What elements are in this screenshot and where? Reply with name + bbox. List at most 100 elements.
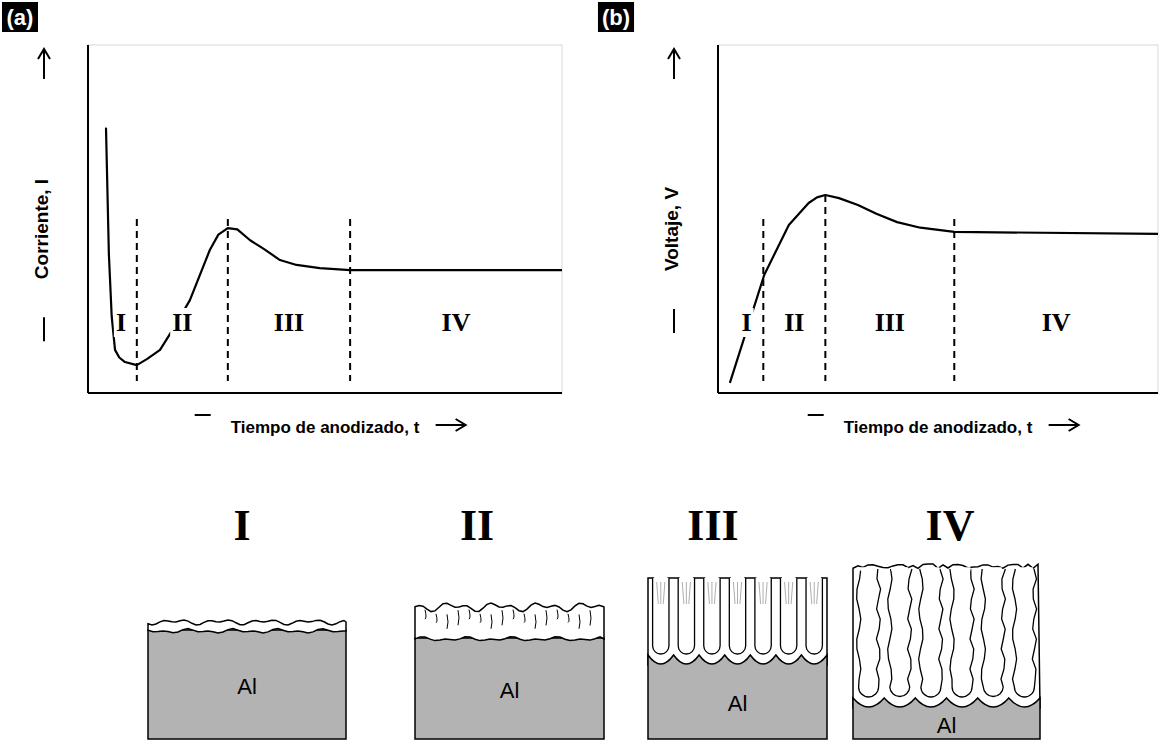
pore-mouth (731, 576, 744, 580)
stage: IV Al (853, 501, 1040, 739)
region-label: II (782, 308, 806, 337)
x-axis-arrow-head (1069, 419, 1079, 431)
y-axis-title: Voltaje, V (661, 187, 682, 271)
pore-pit (502, 610, 503, 625)
region-label-patch (440, 308, 473, 337)
oxide-layer (853, 564, 1040, 708)
y-axis (87, 45, 89, 393)
pore-texture (788, 582, 789, 604)
region-label-text: I (116, 308, 126, 337)
region-label-patch (1040, 308, 1073, 337)
region-label: I (114, 308, 128, 337)
stage-divider (953, 219, 955, 381)
pore-texture (766, 582, 768, 604)
region-label-patch (782, 308, 806, 337)
pore-texture (817, 582, 819, 604)
stage-label: III (687, 501, 738, 550)
stage-label: II (460, 501, 494, 550)
pore-mouth (922, 567, 939, 571)
pore (678, 578, 694, 654)
region-label-patch (170, 308, 194, 337)
pore-mouth (1016, 567, 1033, 571)
panel-letter-box (598, 2, 634, 32)
y-axis-bar (43, 317, 45, 341)
region-label-text: III (274, 308, 304, 337)
pore-texture (759, 582, 761, 604)
pore-pit (458, 610, 459, 625)
pore-mouth (985, 567, 1002, 571)
pore-texture (763, 582, 764, 604)
stage-divider (136, 219, 138, 381)
pore-pit (535, 614, 536, 628)
stage-divider (227, 219, 229, 381)
pore (888, 569, 912, 697)
pore-mouth (860, 567, 877, 571)
pore-pit (480, 614, 481, 623)
pore-texture (682, 582, 684, 604)
y-axis-bar (673, 309, 675, 333)
panel-letter-text: (a) (7, 5, 34, 30)
x-axis-dash (808, 414, 824, 416)
curve (105, 129, 562, 366)
y-axis-arrow-head (38, 49, 50, 59)
region-label: IV (1040, 308, 1073, 337)
pore-texture (657, 582, 659, 604)
pore-mouth (756, 576, 769, 580)
plot-frame (718, 45, 1158, 393)
y-axis-title: Corriente, I (31, 179, 52, 279)
pore (729, 578, 745, 654)
x-axis-dash (195, 414, 211, 416)
pore-mouth (782, 576, 795, 580)
stage: IIAl (415, 501, 604, 739)
metal-label: Al (937, 713, 957, 738)
pore (981, 569, 1005, 697)
pore-texture (714, 582, 716, 604)
curve (730, 195, 1158, 383)
plot-area (730, 195, 1158, 383)
stage-label: IV (926, 501, 975, 550)
x-axis (718, 392, 1158, 394)
pore-mouth (680, 576, 693, 580)
plot-area (105, 129, 562, 381)
pore (1013, 569, 1037, 697)
stage-divider (762, 219, 764, 381)
pore-texture (737, 582, 738, 604)
pore-texture (791, 582, 793, 604)
region-label: IV (440, 308, 473, 337)
stage-label: I (233, 501, 250, 550)
pore-pit (425, 610, 426, 619)
stage: IAl (148, 501, 346, 739)
plot-frame (88, 45, 562, 393)
pore-pit (491, 614, 492, 628)
page: {"chart_data": [ {"type": "line", "panel… (0, 0, 1169, 745)
pore-mouth (891, 567, 908, 571)
region-label: I (740, 308, 754, 337)
panel: (b)IIIIIIIVTiempo de anodizado, tVoltaje… (598, 2, 1158, 437)
y-axis-arrow (673, 49, 675, 79)
aluminium (415, 638, 604, 739)
pore-mouth (954, 567, 971, 571)
x-axis (88, 392, 562, 394)
region-label-patch (873, 308, 907, 337)
pore (857, 569, 881, 697)
aluminium (853, 698, 1040, 739)
pore (780, 578, 796, 654)
pore-mouth (705, 576, 718, 580)
pore-texture (785, 582, 787, 604)
region-label: III (272, 308, 306, 337)
pore-pit (557, 610, 558, 620)
pore-pit (436, 614, 437, 623)
region-label: II (170, 308, 194, 337)
pore-texture (686, 582, 687, 604)
pore-texture (708, 582, 710, 604)
y-axis-arrow-head (668, 49, 680, 59)
region-label-text: IV (1042, 308, 1071, 337)
stage: III Al (648, 501, 827, 739)
figure: (a)IIIIIIIVTiempo de anodizado, tCorrien… (0, 0, 1169, 745)
stage-divider (349, 219, 351, 381)
pore (919, 569, 943, 697)
pore-mouth (808, 576, 821, 580)
x-axis-arrow (436, 424, 466, 426)
aluminium (648, 655, 827, 739)
metal-label: Al (728, 691, 748, 716)
